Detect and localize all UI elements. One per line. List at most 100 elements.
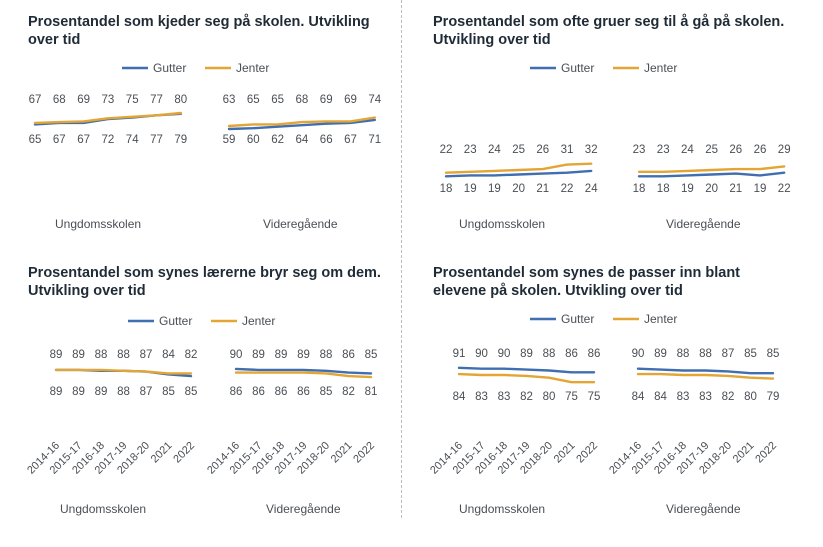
data-label-jenter: 84 xyxy=(654,391,667,403)
x-tick-label: 2021 xyxy=(731,440,757,466)
chart-title: Utvikling over tid xyxy=(28,283,146,299)
data-label-jenter: 85 xyxy=(162,386,175,398)
data-label-jenter: 83 xyxy=(677,391,690,403)
data-label-gutter: 67 xyxy=(77,134,90,146)
data-label-jenter: 82 xyxy=(722,391,735,403)
data-label-jenter: 24 xyxy=(488,144,501,156)
data-label-gutter: 19 xyxy=(754,183,767,195)
data-label-jenter: 23 xyxy=(633,144,646,156)
data-label-gutter: 88 xyxy=(677,348,690,360)
data-label-gutter: 88 xyxy=(117,349,130,361)
data-label-gutter: 19 xyxy=(488,183,501,195)
chart-title: over tid xyxy=(28,32,80,48)
chart-title: Prosentandel som kjeder seg på skolen. U… xyxy=(28,14,370,30)
x-tick-label: 2021 xyxy=(329,440,355,466)
data-label-jenter: 23 xyxy=(657,144,670,156)
series-line-jenter-2 xyxy=(234,371,373,379)
data-label-jenter: 67 xyxy=(29,94,42,106)
x-tick-label: 2022 xyxy=(171,440,197,466)
data-label-jenter: 82 xyxy=(342,386,355,398)
group-label: Videregående xyxy=(666,217,741,231)
data-label-jenter: 74 xyxy=(368,94,381,106)
data-label-jenter: 23 xyxy=(464,144,477,156)
data-label-gutter: 18 xyxy=(633,183,646,195)
legend-label-jenter: Jenter xyxy=(236,61,269,75)
data-label-gutter: 88 xyxy=(95,349,108,361)
data-label-jenter: 68 xyxy=(296,94,309,106)
data-label-gutter: 90 xyxy=(475,348,488,360)
series-line-jenter-2 xyxy=(637,165,786,174)
data-label-jenter: 31 xyxy=(561,144,574,156)
data-label-gutter: 89 xyxy=(72,349,85,361)
series-line-gutter-2 xyxy=(234,367,373,375)
data-label-jenter: 75 xyxy=(565,391,578,403)
data-label-gutter: 21 xyxy=(729,183,742,195)
series-line-gutter-2 xyxy=(636,367,775,375)
data-label-gutter: 88 xyxy=(699,348,712,360)
group-label: Videregående xyxy=(266,502,341,516)
chart-title: elevene på skolen. Utvikling over tid xyxy=(433,283,683,299)
data-label-gutter: 62 xyxy=(271,134,284,146)
chart-title: Utvikling over tid xyxy=(433,32,551,48)
group-label: Videregående xyxy=(666,502,741,516)
legend-label-gutter: Gutter xyxy=(561,312,594,326)
data-label-jenter: 26 xyxy=(536,144,549,156)
group-label: Ungdomsskolen xyxy=(459,502,545,516)
x-tick-label: 2022 xyxy=(351,440,377,466)
chart-panel-1: Prosentandel som kjeder seg på skolen. U… xyxy=(28,14,382,231)
data-label-gutter: 89 xyxy=(654,348,667,360)
data-label-jenter: 84 xyxy=(453,391,466,403)
data-label-jenter: 25 xyxy=(512,144,525,156)
data-label-gutter: 67 xyxy=(344,134,357,146)
data-label-gutter: 89 xyxy=(252,349,265,361)
data-label-gutter: 86 xyxy=(565,348,578,360)
data-label-gutter: 20 xyxy=(512,183,525,195)
data-label-gutter: 87 xyxy=(140,349,153,361)
data-label-gutter: 65 xyxy=(29,134,42,146)
legend-label-jenter: Jenter xyxy=(644,312,677,326)
chart-panel-4: Prosentandel som synes de passer inn bla… xyxy=(428,265,779,516)
data-label-jenter: 85 xyxy=(320,386,333,398)
data-label-gutter: 21 xyxy=(536,183,549,195)
series-line-gutter-2 xyxy=(227,118,376,131)
data-label-gutter: 71 xyxy=(368,134,381,146)
data-label-gutter: 59 xyxy=(223,134,236,146)
data-label-gutter: 88 xyxy=(543,348,556,360)
data-label-gutter: 24 xyxy=(585,183,598,195)
data-label-jenter: 63 xyxy=(223,94,236,106)
data-label-jenter: 69 xyxy=(320,94,333,106)
group-label: Ungdomsskolen xyxy=(55,217,141,231)
data-label-jenter: 82 xyxy=(520,391,533,403)
series-line-jenter-1 xyxy=(444,162,593,174)
x-tick-label: 2021 xyxy=(149,440,175,466)
x-tick-label: 2021 xyxy=(552,440,578,466)
data-label-gutter: 89 xyxy=(275,349,288,361)
data-label-jenter: 26 xyxy=(754,144,767,156)
data-label-gutter: 86 xyxy=(588,348,601,360)
data-label-gutter: 60 xyxy=(247,134,260,146)
data-label-gutter: 90 xyxy=(230,349,243,361)
data-label-gutter: 72 xyxy=(102,134,115,146)
group-label: Videregående xyxy=(263,217,338,231)
data-label-gutter: 67 xyxy=(53,134,66,146)
series-line-jenter-1 xyxy=(457,372,596,384)
legend-label-jenter: Jenter xyxy=(644,61,677,75)
data-label-jenter: 25 xyxy=(705,144,718,156)
data-label-gutter: 89 xyxy=(297,349,310,361)
data-label-jenter: 83 xyxy=(498,391,511,403)
data-label-jenter: 80 xyxy=(543,391,556,403)
data-label-jenter: 81 xyxy=(365,386,378,398)
data-label-jenter: 29 xyxy=(778,144,791,156)
data-label-jenter: 75 xyxy=(588,391,601,403)
chart-title: Prosentandel som synes de passer inn bla… xyxy=(433,265,740,281)
data-label-jenter: 89 xyxy=(72,386,85,398)
data-label-gutter: 64 xyxy=(296,134,309,146)
data-label-gutter: 18 xyxy=(657,183,670,195)
data-label-gutter: 84 xyxy=(162,349,175,361)
data-label-jenter: 89 xyxy=(50,386,63,398)
data-label-jenter: 22 xyxy=(440,144,453,156)
panel-divider xyxy=(401,0,402,518)
data-label-jenter: 83 xyxy=(475,391,488,403)
data-label-gutter: 19 xyxy=(681,183,694,195)
